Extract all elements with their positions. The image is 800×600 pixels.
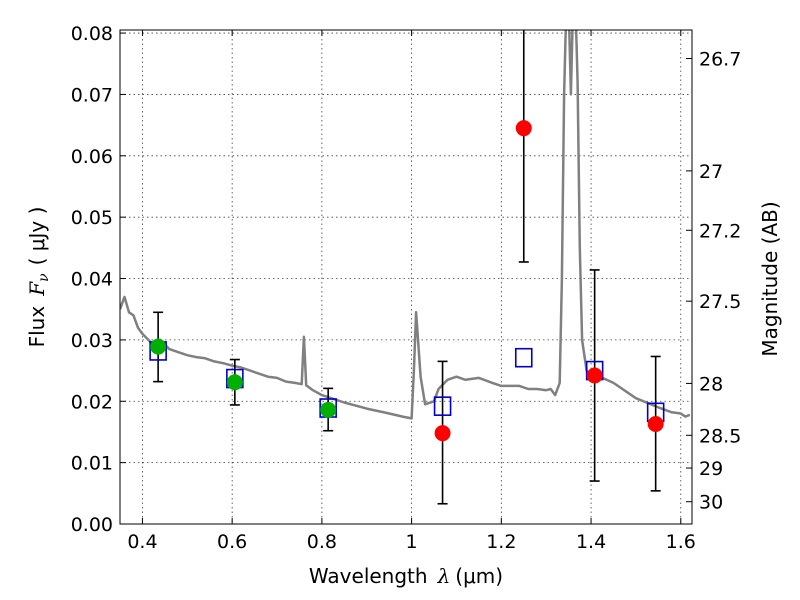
x-tick-label: 0.6 (217, 531, 247, 553)
y-tick-label: 0.06 (71, 146, 113, 168)
y-tick-label: 0.02 (71, 391, 113, 413)
y2-tick-label: 30 (699, 492, 723, 514)
x-axis-label: Wavelength λ (μm) (309, 564, 503, 588)
x-axis-label-text: Wavelength (309, 564, 428, 588)
ticks-layer: 0.4 0.6 0.8 1 1.2 1.4 1.6 0.00 0.01 0.02 0.03 0.04 0… (71, 23, 742, 553)
y-axis-label-unit: ( μJy ) (25, 207, 49, 266)
x-axis-label-unit: (μm) (455, 564, 503, 588)
y2-tick-label: 27 (699, 161, 723, 183)
observed-flux-point (586, 367, 603, 384)
y-tick-label: 0.07 (71, 84, 113, 106)
detected-flux-point (150, 338, 167, 355)
y2-tick-label: 26.7 (699, 48, 741, 70)
observed-flux-point (434, 425, 451, 442)
y-tick-label: 0.08 (71, 23, 113, 45)
observed-flux-point (647, 415, 664, 432)
error-bars-layer (153, 30, 661, 505)
y-tick-label: 0.00 (71, 514, 113, 536)
detected-flux-point (320, 401, 337, 418)
x-tick-label: 1 (406, 531, 418, 553)
x-tick-label: 0.8 (307, 531, 337, 553)
y2-tick-label: 29 (699, 458, 723, 480)
y2-tick-label: 28.5 (699, 425, 741, 447)
x-tick-label: 1.2 (486, 531, 516, 553)
y-axis-label-subscript: ν (36, 273, 52, 282)
grid-lines (120, 30, 692, 525)
plot-frame (119, 29, 693, 525)
y-axis-label-text: Flux (25, 306, 49, 348)
y-tick-label: 0.03 (71, 330, 113, 352)
detected-flux-point (226, 374, 243, 391)
x-tick-label: 1.4 (576, 531, 606, 553)
y-tick-label: 0.05 (71, 207, 113, 229)
x-tick-label: 1.6 (666, 531, 696, 553)
y2-tick-label: 27.5 (699, 291, 741, 313)
model-spectrum-line (120, 30, 691, 420)
model-photometry-square (514, 347, 533, 368)
x-axis-label-symbol: λ (437, 564, 451, 588)
model-photometry-square (433, 396, 452, 416)
y2-axis-label: Magnitude (AB) (758, 201, 782, 356)
observed-flux-point (515, 120, 532, 137)
y-axis-label: Flux Fν ( μJy ) (25, 207, 52, 348)
y2-tick-label: 28 (699, 373, 723, 395)
y-tick-label: 0.01 (71, 453, 113, 475)
model-spectrum-layer (120, 30, 691, 420)
y2-tick-label: 27.2 (699, 220, 741, 242)
x-tick-label: 0.4 (127, 531, 157, 553)
y-tick-label: 0.04 (71, 269, 113, 291)
markers-layer (149, 120, 665, 442)
y-axis-label-symbol: F (25, 281, 49, 297)
